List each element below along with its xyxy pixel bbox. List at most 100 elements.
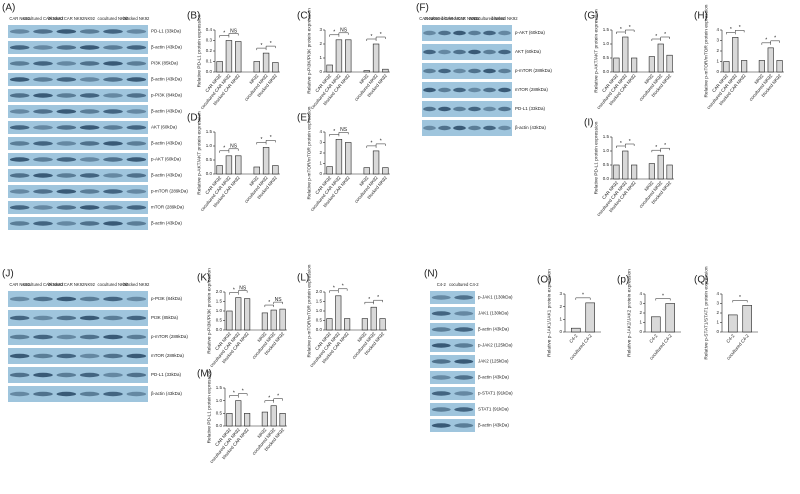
sig-bracket	[238, 393, 248, 396]
blot-strip	[422, 101, 512, 117]
sig-label: *	[620, 27, 622, 33]
blot-band	[431, 295, 451, 300]
blot-band	[454, 375, 474, 380]
blot-band	[33, 315, 53, 321]
blot-band	[33, 173, 53, 178]
sig-label: *	[739, 25, 741, 31]
blot-band	[9, 61, 30, 66]
blot-band	[126, 353, 147, 359]
blot-band	[453, 125, 466, 131]
sig-label: NS	[340, 28, 348, 34]
blot-band	[79, 109, 100, 114]
y-tick-label: 0	[716, 69, 719, 74]
blot-band	[423, 68, 436, 74]
y-tick-label: 3	[716, 38, 719, 43]
x-tick-label: C4-2	[725, 333, 735, 344]
band-label: p-PI3K (84kDa)	[151, 93, 183, 98]
band-label: p-mTOR (289kDa)	[151, 334, 188, 339]
lane-label: cocultured NK92	[98, 16, 130, 21]
bar	[767, 47, 774, 73]
x-tick-label: NK92	[248, 73, 259, 85]
sig-bracket	[338, 288, 348, 291]
y-tick-label: 3	[319, 27, 322, 32]
panel-letter: (K)	[197, 273, 210, 284]
y-tick-label: 1.0	[206, 143, 213, 148]
blot-strip	[422, 120, 512, 136]
blot-band	[453, 30, 466, 36]
bar	[613, 57, 620, 73]
bar	[253, 166, 260, 175]
sig-bracket	[329, 290, 339, 293]
blot-band	[126, 61, 147, 66]
blot-band	[126, 157, 147, 162]
blot-band	[498, 49, 511, 55]
y-tick-label: 1	[716, 59, 719, 64]
blot-band	[453, 68, 466, 74]
blot-band	[103, 61, 123, 66]
sig-bracket	[770, 40, 780, 43]
blot-band	[79, 189, 100, 194]
y-tick-label: 1.5	[206, 129, 213, 134]
blot-band	[9, 29, 30, 34]
blot-band	[468, 49, 481, 55]
y-tick-label: 1.0	[603, 41, 610, 46]
blot-band	[126, 109, 147, 114]
lane-label: cocultured C4-2	[449, 282, 479, 287]
bar	[235, 155, 242, 175]
panel-letter: (D)	[187, 113, 201, 124]
blot-band	[33, 141, 53, 146]
blot-band	[498, 30, 511, 36]
blot-band	[498, 125, 511, 131]
lane-label: blocked NK92	[123, 16, 150, 21]
blot-band	[56, 125, 77, 130]
y-axis-label: Relative p-PI3K/PI3K protein expression	[206, 268, 212, 354]
y-tick-label: 0.1	[206, 59, 213, 64]
blot-band	[103, 391, 123, 397]
lane-label: cocultured CAR NK92	[424, 16, 466, 21]
bar	[279, 308, 286, 331]
y-tick-label: 0	[319, 171, 322, 176]
band-label: p-AKT (60kDa)	[515, 30, 545, 35]
bar	[666, 54, 673, 73]
sig-label: *	[333, 30, 335, 36]
band-label: PD-L1 (33kDa)	[515, 106, 546, 111]
sig-label: *	[270, 41, 272, 47]
blot-band	[79, 141, 100, 146]
lane-label: CAR NK92	[419, 16, 440, 21]
sig-bracket	[732, 300, 748, 303]
blot-band	[423, 106, 436, 112]
blot-band	[423, 49, 436, 55]
y-tick-label: 2	[559, 304, 562, 309]
y-tick-label: 1.0	[603, 148, 610, 153]
y-tick-label: 1	[319, 161, 322, 166]
y-tick-label: 0	[559, 329, 562, 334]
blot-band	[56, 334, 77, 340]
y-tick-label: 1	[319, 55, 322, 60]
blot-band	[431, 327, 451, 332]
blot-band	[9, 141, 30, 146]
sig-label: *	[380, 32, 382, 38]
blot-strip	[8, 185, 148, 198]
blot-strip	[422, 25, 512, 41]
bar	[728, 314, 738, 333]
band-label: p-AKT (60kDa)	[151, 157, 181, 162]
blot-strip	[422, 63, 512, 79]
y-tick-label: 1.0	[216, 398, 223, 403]
lane-label: C4-2	[437, 282, 447, 287]
bar	[571, 327, 581, 333]
bar	[585, 302, 595, 333]
sig-label: *	[260, 43, 262, 49]
sig-bracket	[735, 30, 745, 33]
blot-band	[56, 45, 77, 50]
blot-band	[33, 45, 53, 50]
panel-letter: (A)	[2, 3, 15, 14]
blot-strip	[8, 348, 148, 364]
blot-band	[103, 221, 123, 226]
blot-band	[103, 157, 123, 162]
sig-label: *	[664, 143, 666, 149]
y-axis-label: Relative PD-L1 protein expression	[196, 14, 202, 87]
band-label: p-JAK2 (125kDa)	[478, 343, 513, 348]
sig-bracket	[256, 47, 267, 51]
bar	[741, 60, 748, 73]
